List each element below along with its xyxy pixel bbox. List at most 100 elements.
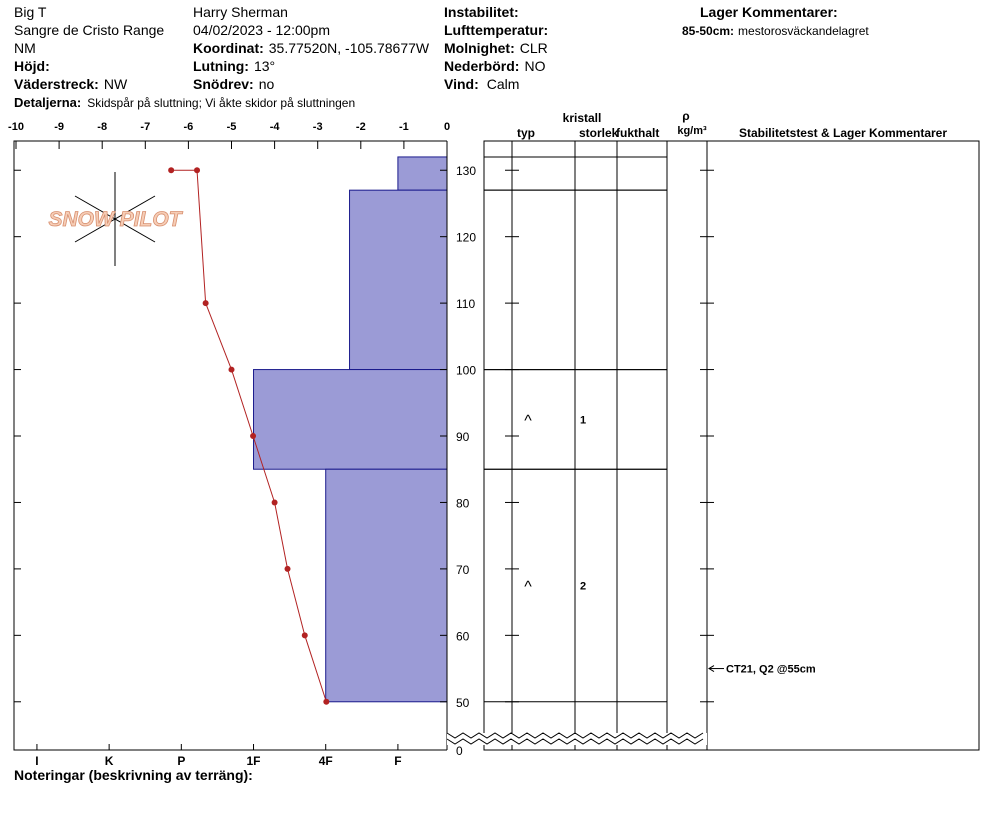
hardness-tick-label: I xyxy=(35,754,38,768)
datetime: 04/02/2023 - 12:00pm xyxy=(193,22,330,38)
hardness-tick-label: F xyxy=(394,754,401,768)
x-tick-label: -5 xyxy=(227,121,237,133)
range: Sangre de Cristo Range xyxy=(14,22,164,38)
header-density-unit: kg/m³ xyxy=(677,125,707,137)
break-gap xyxy=(447,733,707,745)
sky-label: Molnighet: xyxy=(444,40,515,56)
header-crystal: kristall xyxy=(563,111,602,125)
header-type: typ xyxy=(517,126,535,140)
hardness-bar xyxy=(325,468,448,703)
table-frame xyxy=(483,140,980,751)
state: NM xyxy=(14,40,36,56)
y-tick-label: 100 xyxy=(456,364,476,378)
slope: 13° xyxy=(254,58,275,74)
notes-label: Noteringar (beskrivning av terräng): xyxy=(14,767,253,783)
drift: no xyxy=(259,76,275,92)
header-rho: ρ xyxy=(682,109,689,123)
x-tick-label: -2 xyxy=(356,121,366,133)
x-tick-label: -10 xyxy=(8,121,24,133)
y-tick-label: 60 xyxy=(456,629,470,643)
y-tick-label: 0 xyxy=(456,744,463,758)
header-stability: Stabilitetstest & Lager Kommentarer xyxy=(739,126,947,140)
aspect-label: Väderstreck: xyxy=(14,76,99,92)
y-tick-label: 90 xyxy=(456,430,470,444)
layer-comment-text: mestorosväckandelagret xyxy=(738,24,869,38)
grain-size: 2 xyxy=(580,581,586,593)
details-field: Detaljerna: Skidspår på sluttning; Vi åkt… xyxy=(14,95,355,110)
x-tick-label: -4 xyxy=(270,121,281,133)
temperature-point xyxy=(250,433,257,440)
logo-text: SNOW PILOT xyxy=(49,208,184,231)
precip: NO xyxy=(524,58,545,74)
temperature-point xyxy=(168,167,175,174)
wind-label: Vind: xyxy=(444,76,479,92)
precip-label: Nederbörd: xyxy=(444,58,519,74)
temperature-point xyxy=(323,698,330,705)
coord-label: Koordinat: xyxy=(193,40,264,56)
test-result: CT21, Q2 @55cm xyxy=(726,664,816,676)
grain-size: 1 xyxy=(580,414,586,426)
axis-break xyxy=(446,732,704,739)
y-tick-label: 120 xyxy=(456,231,476,245)
plot-frame xyxy=(13,140,447,751)
details-label: Detaljerna: xyxy=(14,95,81,110)
x-tick-label: -6 xyxy=(184,121,194,133)
hardness-tick-label: K xyxy=(105,754,114,768)
x-tick-label: -9 xyxy=(54,121,64,133)
observer: Harry Sherman xyxy=(193,4,288,20)
x-tick-label: -8 xyxy=(97,121,107,133)
layer-comments-title: Lager Kommentarer: xyxy=(700,4,838,20)
temperature-point xyxy=(271,499,278,506)
hardness-tick-label: 4F xyxy=(319,754,333,768)
y-tick-label: 110 xyxy=(456,297,475,311)
sky-field: Molnighet: CLR xyxy=(444,40,548,56)
x-tick-label: 0 xyxy=(444,121,450,133)
temperature-point xyxy=(301,632,308,639)
grain-type: ^ xyxy=(524,579,532,596)
logo xyxy=(74,172,156,266)
test-arrowhead xyxy=(708,665,715,672)
x-tick-label: -3 xyxy=(313,121,323,133)
layer-comment-range: 85-50cm: xyxy=(682,24,734,38)
aspect-field: Väderstreck: NW xyxy=(14,76,128,92)
temperature-point xyxy=(202,300,209,307)
air-temp-label: Lufttemperatur: xyxy=(444,22,548,38)
wind: Calm xyxy=(487,76,520,92)
slope-field: Lutning: 13° xyxy=(193,58,275,74)
hardness-tick-label: 1F xyxy=(247,754,261,768)
details: Skidspår på sluttning; Vi åkte skidor på… xyxy=(87,96,355,110)
y-tick-label: 130 xyxy=(456,164,476,178)
hardness-bar xyxy=(253,369,448,470)
aspect: NW xyxy=(104,76,128,92)
axis-break xyxy=(446,738,704,745)
hardness-bar xyxy=(349,189,448,371)
coord-field: Koordinat: 35.77520N, -105.78677W xyxy=(193,40,430,56)
y-tick-label: 50 xyxy=(456,696,470,710)
header-size: storlek xyxy=(579,126,619,140)
hardness-bar xyxy=(397,156,448,191)
location: Big T xyxy=(14,4,47,20)
hardness-tick-label: P xyxy=(177,754,185,768)
temperature-point xyxy=(284,565,291,572)
elevation-label: Höjd: xyxy=(14,58,50,74)
y-tick-label: 70 xyxy=(456,563,470,577)
x-tick-label: -7 xyxy=(140,121,150,133)
grain-type: ^ xyxy=(524,412,532,429)
wind-field: Vind: Calm xyxy=(444,76,519,92)
coord: 35.77520N, -105.78677W xyxy=(269,40,430,56)
temperature-point xyxy=(228,366,235,373)
precip-field: Nederbörd: NO xyxy=(444,58,546,74)
sky: CLR xyxy=(520,40,548,56)
temperature-point xyxy=(194,167,201,174)
drift-field: Snödrev: no xyxy=(193,76,274,92)
slope-label: Lutning: xyxy=(193,58,249,74)
y-tick-label: 80 xyxy=(456,496,470,510)
header-moisture: fukthalt xyxy=(616,126,659,140)
x-tick-label: -1 xyxy=(399,121,409,133)
drift-label: Snödrev: xyxy=(193,76,254,92)
instability-label: Instabilitet: xyxy=(444,4,519,20)
layer-comment: 85-50cm: mestorosväckandelagret xyxy=(682,24,869,38)
